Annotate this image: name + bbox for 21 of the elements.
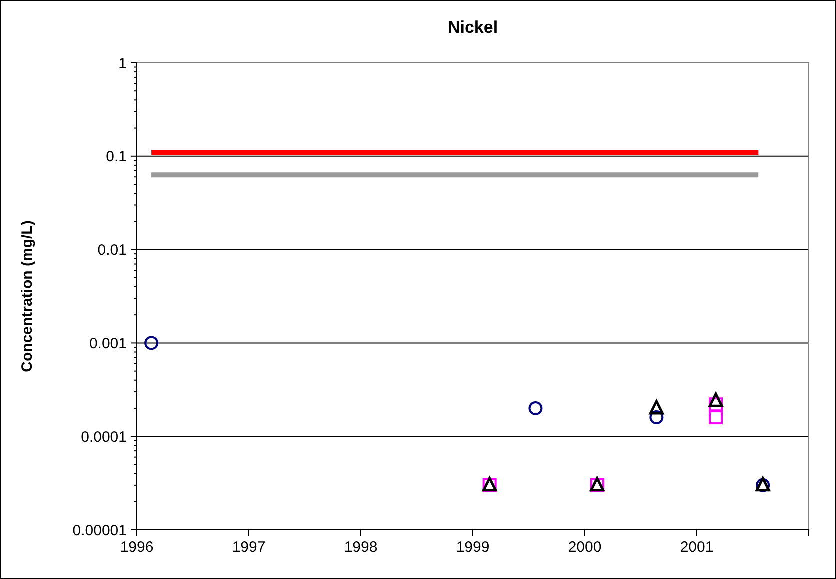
y-tick-label: 0.00001 [72,522,127,540]
x-tick-label: 1997 [232,539,266,556]
point [528,401,543,416]
y-tick-label: 0.0001 [81,428,127,446]
point [144,336,159,350]
y-tick-label: 0.01 [98,242,127,260]
point [708,392,724,408]
y-tick-label: 0.001 [89,335,127,352]
x-tick-label: 2000 [568,539,602,556]
chart-title: Nickel [448,18,498,37]
x-tick-label: 1998 [344,539,378,556]
point [709,398,724,412]
y-tick-label: 0.1 [106,148,127,166]
x-tick-label: 2001 [680,539,714,556]
y-tick-label: 1 [118,55,127,72]
y-axis-title: Concentration (mg/L) [19,220,36,372]
x-tick-label: 1996 [120,539,154,556]
point [649,400,664,415]
point [709,410,724,425]
point [650,410,664,425]
x-tick-label: 1999 [456,539,490,556]
